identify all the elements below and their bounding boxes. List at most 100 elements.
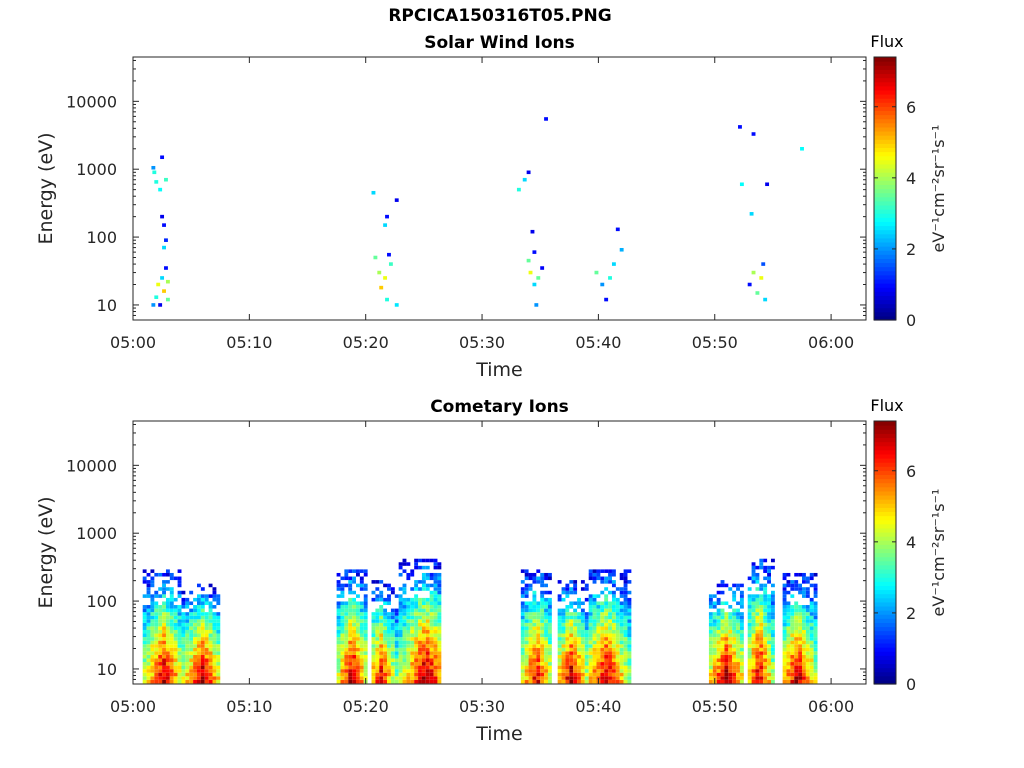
data-cell-956	[402, 605, 407, 609]
data-cell-553	[340, 637, 345, 641]
data-cell-572	[344, 669, 349, 673]
data-cell-1089	[421, 640, 426, 645]
data-cell-2558	[805, 669, 810, 673]
data-cell-756	[371, 615, 376, 620]
data-cell-76	[150, 601, 155, 606]
data-cell-2108	[732, 676, 737, 680]
data-cell-1346	[532, 590, 537, 595]
data-cell-225	[173, 662, 178, 666]
data-cell-1013	[410, 605, 415, 609]
data-cell-1826	[611, 672, 616, 677]
data-cell-1463	[557, 672, 562, 677]
data-cell-1733	[596, 608, 601, 613]
data-cell-2132	[736, 679, 740, 684]
data-cell-2610	[813, 676, 818, 680]
solar-wind-y-tick-label: 10	[97, 296, 117, 315]
data-cell-1538	[569, 669, 574, 673]
data-cell-576	[344, 654, 349, 659]
data-cell-1755	[600, 626, 605, 630]
solar-wind-colorbar-segment	[874, 217, 896, 222]
data-cell-2532	[802, 662, 806, 666]
data-cell-804	[379, 615, 384, 620]
data-cell-2523	[798, 590, 803, 595]
data-cell-777	[375, 622, 380, 627]
data-cell-383	[196, 615, 201, 620]
data-cell-1923	[623, 622, 628, 627]
data-cell-50	[738, 125, 742, 129]
cometary-y-tick-label: 100	[86, 592, 117, 611]
data-cell-257	[177, 633, 182, 638]
data-cell-1180	[433, 640, 438, 645]
data-cell-160	[162, 583, 166, 588]
data-cell-2283	[759, 633, 764, 638]
data-cell-1234	[437, 565, 442, 570]
data-cell-575	[344, 658, 349, 663]
data-cell-369	[196, 665, 201, 670]
cometary-colorbar-segment	[874, 449, 896, 455]
data-cell-1775	[604, 651, 609, 655]
data-cell-2408	[782, 619, 787, 623]
data-cell-1691	[592, 654, 597, 659]
solar-wind-panel-title: Solar Wind Ions	[424, 33, 575, 53]
data-cell-690	[359, 647, 364, 652]
data-cell-703	[359, 601, 364, 606]
data-cell-270	[177, 576, 182, 581]
data-cell-942	[402, 654, 407, 659]
data-cell-437	[204, 601, 209, 606]
data-cell-2271	[759, 676, 764, 680]
data-cell-7	[165, 297, 170, 302]
data-cell-2284	[759, 629, 764, 634]
data-cell-2147	[736, 626, 740, 630]
data-cell-751	[371, 633, 376, 638]
data-cell-2137	[736, 662, 740, 666]
data-cell-1531	[565, 594, 570, 598]
data-cell-844	[387, 651, 391, 655]
data-cell-1620	[580, 640, 585, 645]
data-cell-1299	[528, 662, 533, 666]
solar-wind-colorbar-segment	[874, 106, 896, 112]
data-cell-2311	[763, 640, 768, 645]
data-cell-430	[204, 633, 209, 638]
data-cell-2546	[802, 612, 806, 616]
data-cell-1874	[615, 608, 620, 613]
data-cell-886	[394, 672, 399, 677]
data-cell-679	[356, 572, 360, 577]
data-cell-1996	[712, 658, 717, 663]
data-cell-581	[344, 637, 349, 641]
data-cell-1393	[540, 619, 545, 623]
data-cell-1158	[429, 612, 434, 616]
data-cell-203	[169, 637, 174, 641]
data-cell-1493	[561, 651, 566, 655]
data-cell-2527	[802, 679, 806, 684]
data-cell-1939	[627, 679, 632, 684]
data-cell-1168	[429, 558, 434, 563]
data-cell-1545	[569, 644, 574, 648]
data-cell-2226	[751, 619, 756, 623]
data-cell-1656	[588, 679, 593, 684]
data-cell-2054	[720, 622, 725, 627]
data-cell-856	[387, 601, 391, 606]
data-cell-1243	[520, 654, 525, 659]
data-cell-624	[348, 576, 353, 581]
data-cell-306	[185, 644, 190, 648]
data-cell-967	[406, 672, 411, 677]
data-cell-2006	[712, 622, 717, 627]
data-cell-483	[212, 615, 217, 620]
data-cell-125	[158, 622, 163, 627]
data-cell-997	[410, 662, 415, 666]
data-cell-1803	[608, 654, 612, 659]
data-cell-1712	[592, 569, 597, 573]
data-cell-1204	[437, 676, 442, 680]
data-cell-1718	[596, 662, 601, 666]
data-cell-2593	[809, 640, 814, 645]
data-cell-2144	[736, 637, 740, 641]
data-cell-2206	[747, 594, 752, 598]
data-cell-1095	[421, 619, 426, 623]
data-cell-968	[406, 669, 411, 673]
data-cell-2338	[767, 658, 771, 663]
data-cell-2280	[759, 644, 764, 648]
data-cell-2528	[802, 676, 806, 680]
solar-wind-colorbar-segment	[874, 246, 896, 251]
data-cell-2161	[739, 662, 744, 666]
data-cell-909	[398, 669, 403, 673]
